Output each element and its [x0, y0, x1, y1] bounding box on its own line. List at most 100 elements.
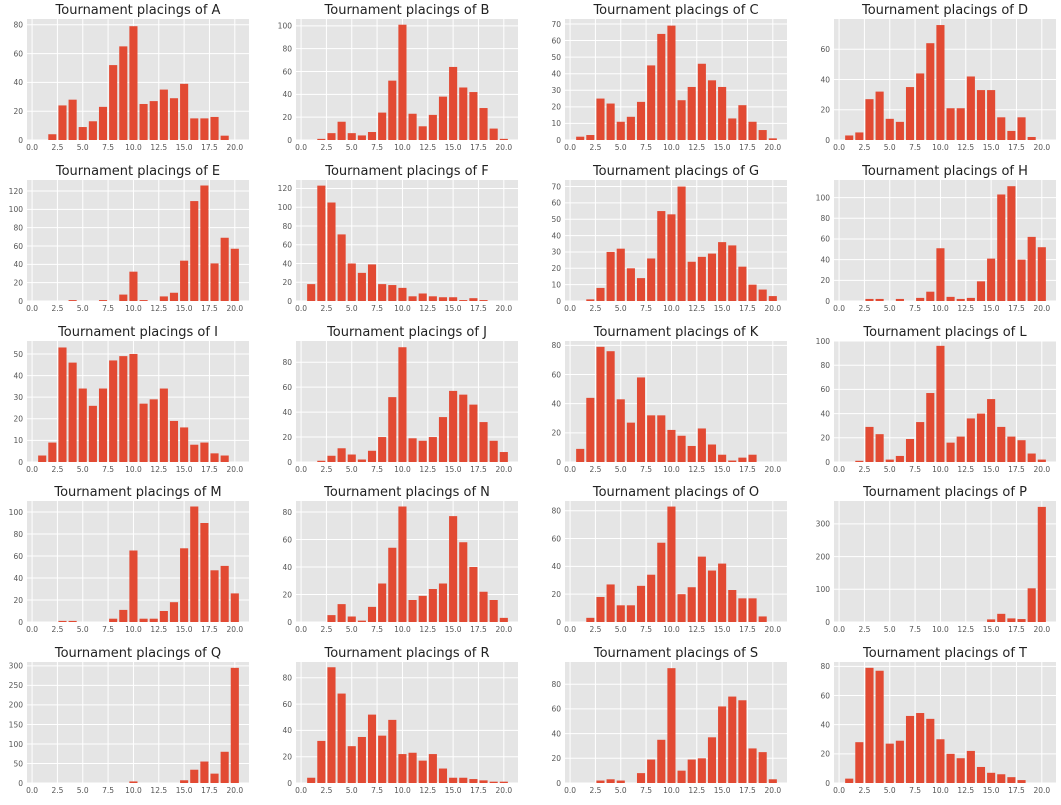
y-tick-label: 40 [551, 729, 561, 738]
bar [728, 118, 737, 140]
bar [327, 455, 336, 462]
bar [159, 89, 168, 140]
bar [865, 298, 874, 301]
bar [1017, 780, 1026, 783]
y-tick-label: 0 [18, 779, 23, 788]
x-tick-label: 12.5 [688, 465, 705, 474]
x-tick-label: 15.0 [983, 143, 1000, 152]
y-tick-label: 100 [9, 205, 24, 214]
x-tick-label: 20.0 [1033, 465, 1050, 474]
x-tick-label: 20.0 [764, 465, 781, 474]
bar [738, 598, 747, 622]
chart-title: Tournament placings of B [324, 3, 490, 18]
y-tick-label: 0 [287, 779, 292, 788]
bar [129, 781, 138, 783]
chart-panel: Tournament placings of E 0 20 40 60 80 100 120 0… [9, 164, 249, 313]
y-tick-label: 80 [13, 530, 23, 539]
bar [230, 667, 239, 783]
bar [657, 415, 666, 462]
y-tick-label: 80 [820, 361, 830, 370]
bar [1017, 440, 1026, 462]
bar [987, 258, 996, 301]
chart-panel: Tournament placings of B 0 20 40 60 80 100 0.0 2… [278, 3, 518, 152]
chart-title: Tournament placings of T [862, 646, 1027, 661]
x-tick-label: 15.0 [983, 786, 1000, 795]
x-tick-label: 15.0 [714, 143, 731, 152]
bar [586, 299, 595, 301]
x-tick-label: 0.0 [564, 304, 576, 313]
bar [388, 397, 397, 462]
bar [718, 706, 727, 783]
bar [220, 237, 229, 301]
x-tick-label: 2.5 [320, 143, 332, 152]
x-tick-label: 17.5 [470, 465, 487, 474]
x-tick-label: 0.0 [564, 143, 576, 152]
bar [758, 289, 767, 301]
y-tick-label: 80 [282, 358, 292, 367]
x-tick-label: 15.0 [176, 625, 193, 634]
bar [895, 121, 904, 140]
x-tick-label: 2.5 [858, 143, 870, 152]
bar [347, 746, 356, 783]
bar [109, 65, 118, 140]
y-tick-label: 0 [556, 136, 561, 145]
x-tick-label: 10.0 [932, 786, 949, 795]
bar [707, 737, 717, 783]
x-tick-label: 15.0 [445, 786, 462, 795]
x-tick-label: 15.0 [983, 625, 1000, 634]
bar [378, 735, 387, 783]
bar [428, 296, 437, 301]
bar [438, 417, 448, 462]
x-tick-label: 2.5 [858, 304, 870, 313]
y-tick-label: 60 [13, 242, 23, 251]
bar [657, 542, 666, 622]
bar [997, 613, 1006, 622]
bar [626, 605, 635, 622]
x-tick-label: 15.0 [176, 465, 193, 474]
bar [677, 594, 686, 622]
x-tick-label: 15.0 [176, 143, 193, 152]
chart-title: Tournament placings of E [55, 164, 220, 179]
bar [738, 700, 747, 783]
x-tick-label: 10.0 [932, 625, 949, 634]
bar [317, 460, 326, 462]
bar [768, 138, 777, 140]
bar [357, 620, 366, 622]
bar [687, 86, 696, 140]
bar [469, 779, 478, 783]
bar [337, 234, 346, 301]
y-tick-label: 40 [820, 409, 830, 418]
x-tick-label: 2.5 [320, 786, 332, 795]
bar [428, 754, 437, 783]
x-tick-label: 17.5 [1008, 786, 1025, 795]
x-tick-label: 5.0 [346, 786, 358, 795]
x-tick-label: 17.5 [470, 625, 487, 634]
y-tick-label: 0 [825, 297, 830, 306]
plot-area [834, 501, 1056, 622]
x-tick-label: 2.5 [51, 465, 63, 474]
bar [738, 105, 747, 140]
bar [636, 773, 646, 783]
bar [479, 591, 488, 622]
bar [667, 506, 676, 622]
bar [667, 25, 676, 141]
bar [946, 753, 955, 783]
bar [946, 442, 955, 462]
bar [596, 346, 605, 462]
x-tick-label: 12.5 [419, 304, 436, 313]
bar [916, 297, 925, 301]
bar [48, 134, 57, 140]
x-tick-label: 20.0 [495, 786, 512, 795]
x-tick-label: 17.5 [201, 625, 218, 634]
bar [388, 719, 397, 783]
x-tick-label: 2.5 [858, 625, 870, 634]
bar [317, 185, 326, 301]
bar [1037, 459, 1046, 462]
bar [119, 356, 128, 462]
x-tick-label: 7.5 [102, 465, 114, 474]
y-tick-label: 0 [556, 618, 561, 627]
bar [687, 759, 696, 783]
chart-title: Tournament placings of J [326, 325, 487, 340]
x-tick-label: 2.5 [589, 625, 601, 634]
bar [469, 298, 478, 301]
